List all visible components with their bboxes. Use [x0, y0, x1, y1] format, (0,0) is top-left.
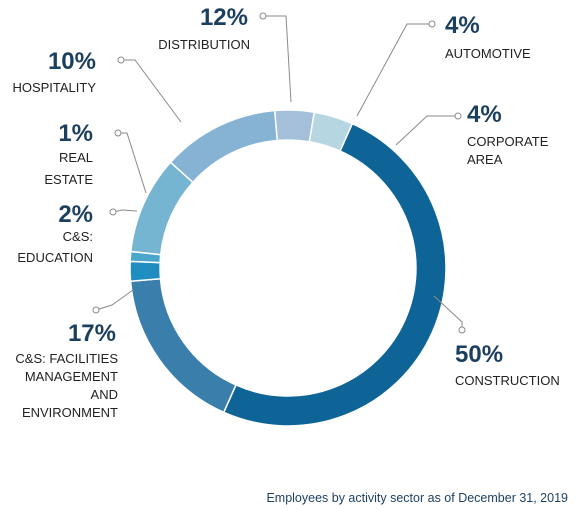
slice-category-label: AUTOMOTIVE	[445, 46, 531, 61]
slice-category-label: AREA	[467, 152, 503, 167]
leader-line	[356, 23, 432, 117]
donut-slices	[129, 109, 447, 427]
leader-dot	[458, 326, 466, 334]
leader-line	[395, 115, 458, 146]
leader-lines	[92, 12, 466, 334]
donut-slice	[273, 109, 316, 143]
leader-dot	[92, 306, 100, 314]
slice-category-label: ESTATE	[44, 172, 93, 187]
slice-category-label: MANAGEMENT	[25, 369, 118, 384]
leader-line	[95, 289, 134, 311]
leader-dot	[109, 208, 117, 216]
leader-line	[121, 59, 182, 123]
slice-labels: 50% CONSTRUCTION 17% C&S: FACILITIES MANAGEM…	[12, 4, 559, 420]
donut-slice	[129, 277, 237, 414]
slice-percent-label: 4%	[467, 101, 502, 128]
slice-category-label: HOSPITALITY	[12, 80, 96, 95]
leader-dot	[114, 129, 122, 137]
leader-line	[118, 132, 147, 194]
donut-slice	[308, 111, 354, 153]
slice-category-label: C&S: FACILITIES	[15, 351, 118, 366]
slice-category-label: AND	[91, 387, 118, 402]
slice-percent-label: 10%	[48, 48, 96, 75]
slice-percent-label: 50%	[455, 341, 503, 368]
slice-category-label: EDUCATION	[17, 250, 93, 265]
slice-percent-label: 1%	[58, 120, 93, 147]
donut-slice	[129, 260, 162, 283]
leader-line	[112, 209, 138, 213]
leader-dot	[428, 20, 436, 28]
slice-percent-label: 2%	[58, 201, 93, 228]
slice-category-label: CORPORATE	[467, 134, 549, 149]
donut-slice	[169, 109, 279, 184]
slice-percent-label: 12%	[200, 4, 248, 31]
donut-slice	[222, 122, 447, 427]
slice-category-label: C&S:	[63, 229, 93, 244]
slice-category-label: DISTRIBUTION	[158, 37, 250, 52]
slice-percent-label: 17%	[68, 320, 116, 347]
leader-line	[263, 15, 292, 103]
slice-category-label: CONSTRUCTION	[455, 373, 560, 388]
slice-category-label: REAL	[59, 150, 93, 165]
leader-dot	[259, 12, 267, 20]
slice-category-label: ENVIRONMENT	[22, 405, 118, 420]
slice-percent-label: 4%	[445, 12, 480, 39]
chart-caption: Employees by activity sector as of Decem…	[266, 491, 568, 505]
leader-dot	[117, 56, 125, 64]
leader-dot	[454, 112, 462, 120]
